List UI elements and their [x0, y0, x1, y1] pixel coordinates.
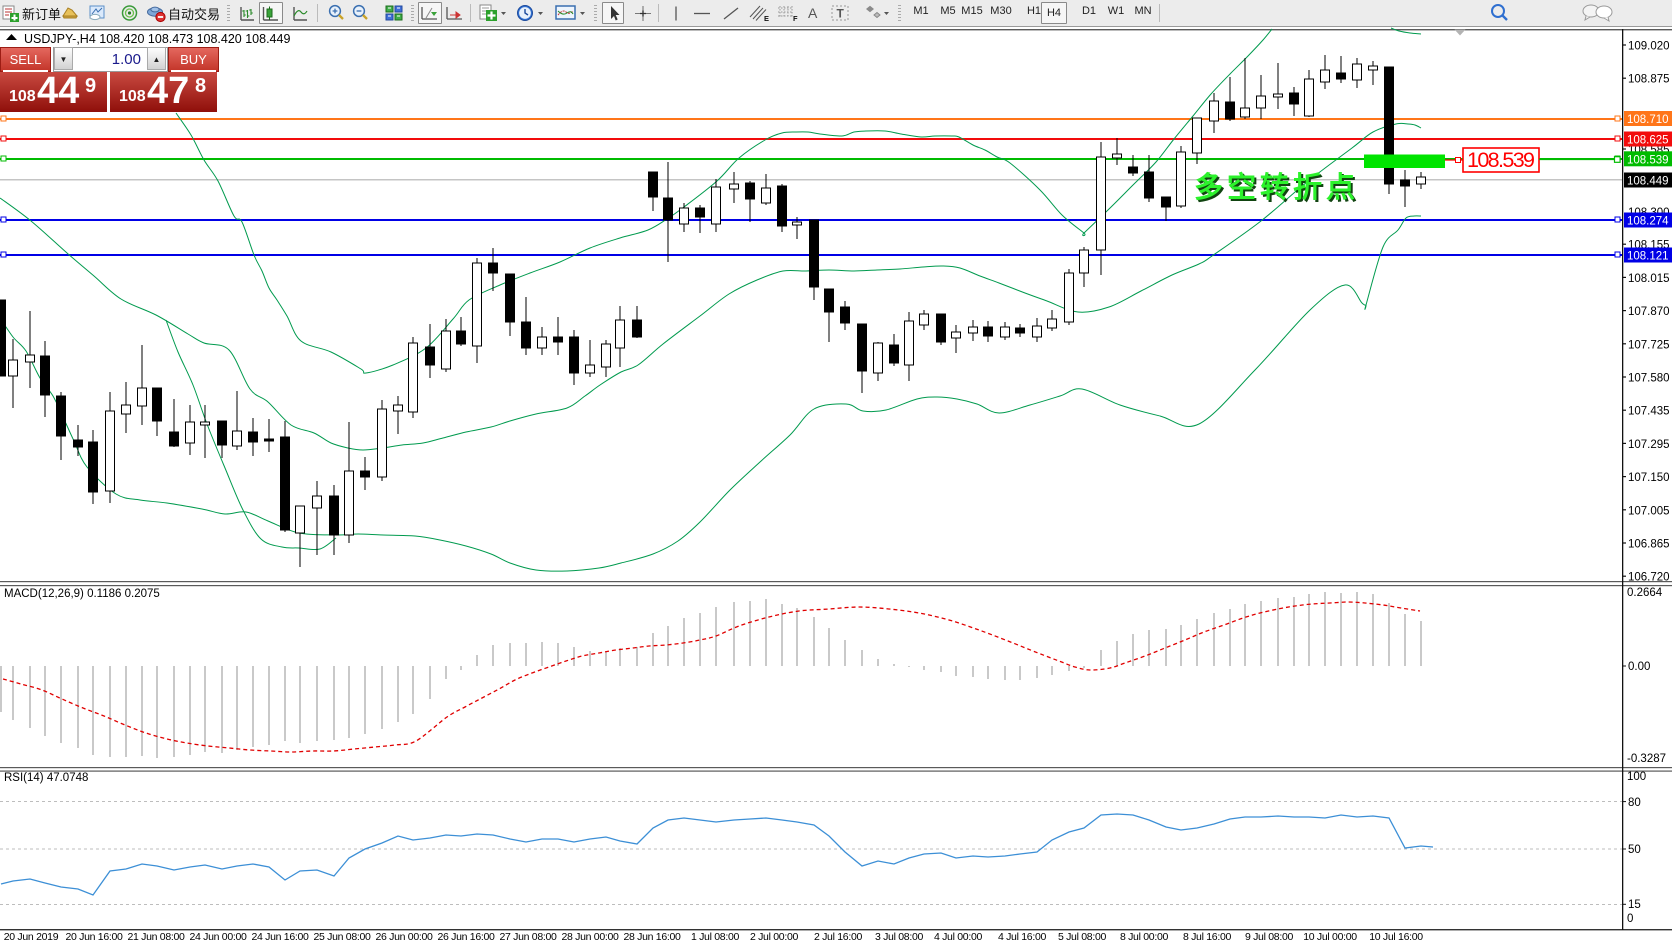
svg-text:108.625: 108.625: [1627, 135, 1669, 147]
svg-text:9 Jul 08:00: 9 Jul 08:00: [1245, 931, 1294, 943]
svg-text:21 Jun 08:00: 21 Jun 08:00: [127, 931, 185, 943]
svg-text:1 Jul 08:00: 1 Jul 08:00: [691, 931, 740, 943]
svg-text:107.580: 107.580: [1628, 373, 1670, 385]
svg-text:108.015: 108.015: [1628, 273, 1670, 285]
svg-text:24 Jun 16:00: 24 Jun 16:00: [251, 931, 309, 943]
svg-text:USDJPY-,H4 108.420 108.473 10: USDJPY-,H4 108.420 108.473 108.420 108.4…: [24, 32, 290, 46]
svg-text:E: E: [764, 14, 769, 23]
svg-text:-0.3287: -0.3287: [1627, 753, 1666, 765]
svg-text:108.875: 108.875: [1628, 74, 1670, 86]
svg-text:107.435: 107.435: [1628, 406, 1670, 418]
svg-text:多空转折点: 多空转折点: [1194, 170, 1355, 204]
svg-text:F: F: [793, 14, 798, 23]
svg-text:多空转折点: 多空转折点: [1196, 172, 1357, 206]
svg-text:27 Jun 08:00: 27 Jun 08:00: [499, 931, 557, 943]
svg-text:108.449: 108.449: [1627, 176, 1669, 188]
svg-text:24 Jun 00:00: 24 Jun 00:00: [189, 931, 247, 943]
svg-text:108.121: 108.121: [1627, 251, 1669, 263]
svg-text:0.00: 0.00: [1628, 661, 1650, 673]
svg-text:20 Jun 16:00: 20 Jun 16:00: [65, 931, 123, 943]
svg-text:4 Jul 00:00: 4 Jul 00:00: [934, 931, 983, 943]
svg-text:107.295: 107.295: [1628, 439, 1670, 451]
svg-text:106.865: 106.865: [1628, 539, 1670, 551]
svg-text:0.2664: 0.2664: [1627, 587, 1663, 599]
svg-text:8 Jul 00:00: 8 Jul 00:00: [1120, 931, 1169, 943]
svg-text:108.539: 108.539: [1467, 148, 1535, 172]
svg-text:107.725: 107.725: [1628, 339, 1670, 351]
svg-text:50: 50: [1628, 844, 1641, 856]
svg-text:108.710: 108.710: [1627, 114, 1669, 126]
svg-text:107.150: 107.150: [1628, 472, 1670, 484]
svg-text:RSI(14) 47.0748: RSI(14) 47.0748: [4, 772, 88, 784]
svg-text:106.720: 106.720: [1628, 572, 1670, 584]
svg-text:10 Jul 00:00: 10 Jul 00:00: [1303, 931, 1357, 943]
svg-text:4 Jul 16:00: 4 Jul 16:00: [998, 931, 1047, 943]
svg-text:0: 0: [1627, 913, 1633, 925]
svg-text:26 Jun 00:00: 26 Jun 00:00: [375, 931, 433, 943]
svg-text:108.539: 108.539: [1627, 154, 1669, 166]
svg-text:109.020: 109.020: [1628, 41, 1670, 53]
svg-text:10 Jul 16:00: 10 Jul 16:00: [1369, 931, 1423, 943]
svg-text:T: T: [837, 7, 845, 21]
svg-text:25 Jun 08:00: 25 Jun 08:00: [313, 931, 371, 943]
svg-text:MACD(12,26,9) 0.1186 0.2075: MACD(12,26,9) 0.1186 0.2075: [4, 588, 160, 600]
svg-text:2 Jul 00:00: 2 Jul 00:00: [750, 931, 799, 943]
svg-text:5 Jul 08:00: 5 Jul 08:00: [1058, 931, 1107, 943]
svg-text:100: 100: [1627, 771, 1646, 783]
svg-text:28 Jun 00:00: 28 Jun 00:00: [561, 931, 619, 943]
svg-text:107.005: 107.005: [1628, 505, 1670, 517]
svg-text:108.274: 108.274: [1627, 216, 1669, 228]
svg-text:107.870: 107.870: [1628, 306, 1670, 318]
svg-text:28 Jun 16:00: 28 Jun 16:00: [623, 931, 681, 943]
svg-text:3 Jul 08:00: 3 Jul 08:00: [875, 931, 924, 943]
svg-text:15: 15: [1628, 899, 1641, 911]
svg-text:80: 80: [1628, 797, 1641, 809]
svg-text:26 Jun 16:00: 26 Jun 16:00: [437, 931, 495, 943]
svg-text:8 Jul 16:00: 8 Jul 16:00: [1183, 931, 1232, 943]
svg-text:2 Jul 16:00: 2 Jul 16:00: [814, 931, 863, 943]
svg-text:20 Jun 2019: 20 Jun 2019: [4, 931, 59, 943]
